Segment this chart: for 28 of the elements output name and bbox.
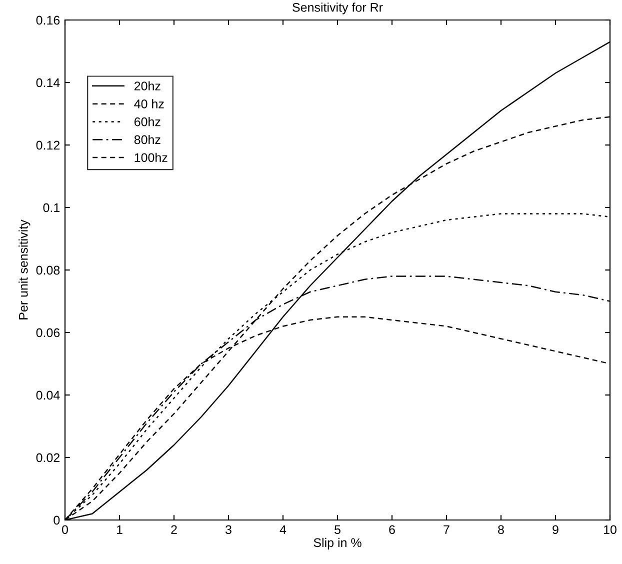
legend-label: 20hz: [134, 81, 160, 90]
x-tick-label: 9: [552, 525, 558, 534]
legend-label: 80hz: [134, 134, 160, 144]
y-tick-label: 0.1: [43, 203, 60, 212]
legend-label: 40 hz: [134, 99, 164, 108]
x-tick-label: 2: [171, 525, 177, 534]
y-tick-label: 0.12: [36, 140, 60, 150]
y-tick-label: 0.16: [36, 16, 60, 25]
x-tick-label: 1: [116, 525, 122, 534]
legend-label: 60hz: [134, 117, 160, 126]
y-tick-label: 0.06: [36, 328, 60, 338]
x-tick-label: 6: [389, 525, 395, 534]
y-axis-title: Per unit sensitivity: [18, 220, 30, 320]
x-tick-label: 10: [604, 525, 616, 534]
y-tick-label: 0.08: [36, 266, 60, 275]
x-tick-label: 4: [280, 525, 286, 534]
y-tick-label: 0.02: [36, 453, 60, 462]
y-tick-label: 0.14: [36, 78, 60, 88]
x-tick-label: 5: [334, 525, 340, 534]
x-tick-label: 0: [62, 525, 68, 534]
x-tick-label: 7: [444, 525, 450, 534]
x-tick-label: 3: [226, 525, 232, 534]
legend-label: 100hz: [134, 152, 168, 162]
x-axis-title: Slip in %: [314, 538, 362, 550]
y-tick-label: 0.04: [36, 390, 60, 400]
x-tick-label: 8: [498, 525, 504, 534]
y-tick-label: 0: [54, 516, 60, 525]
chart-title: Sensitivity for Rr: [292, 2, 383, 14]
